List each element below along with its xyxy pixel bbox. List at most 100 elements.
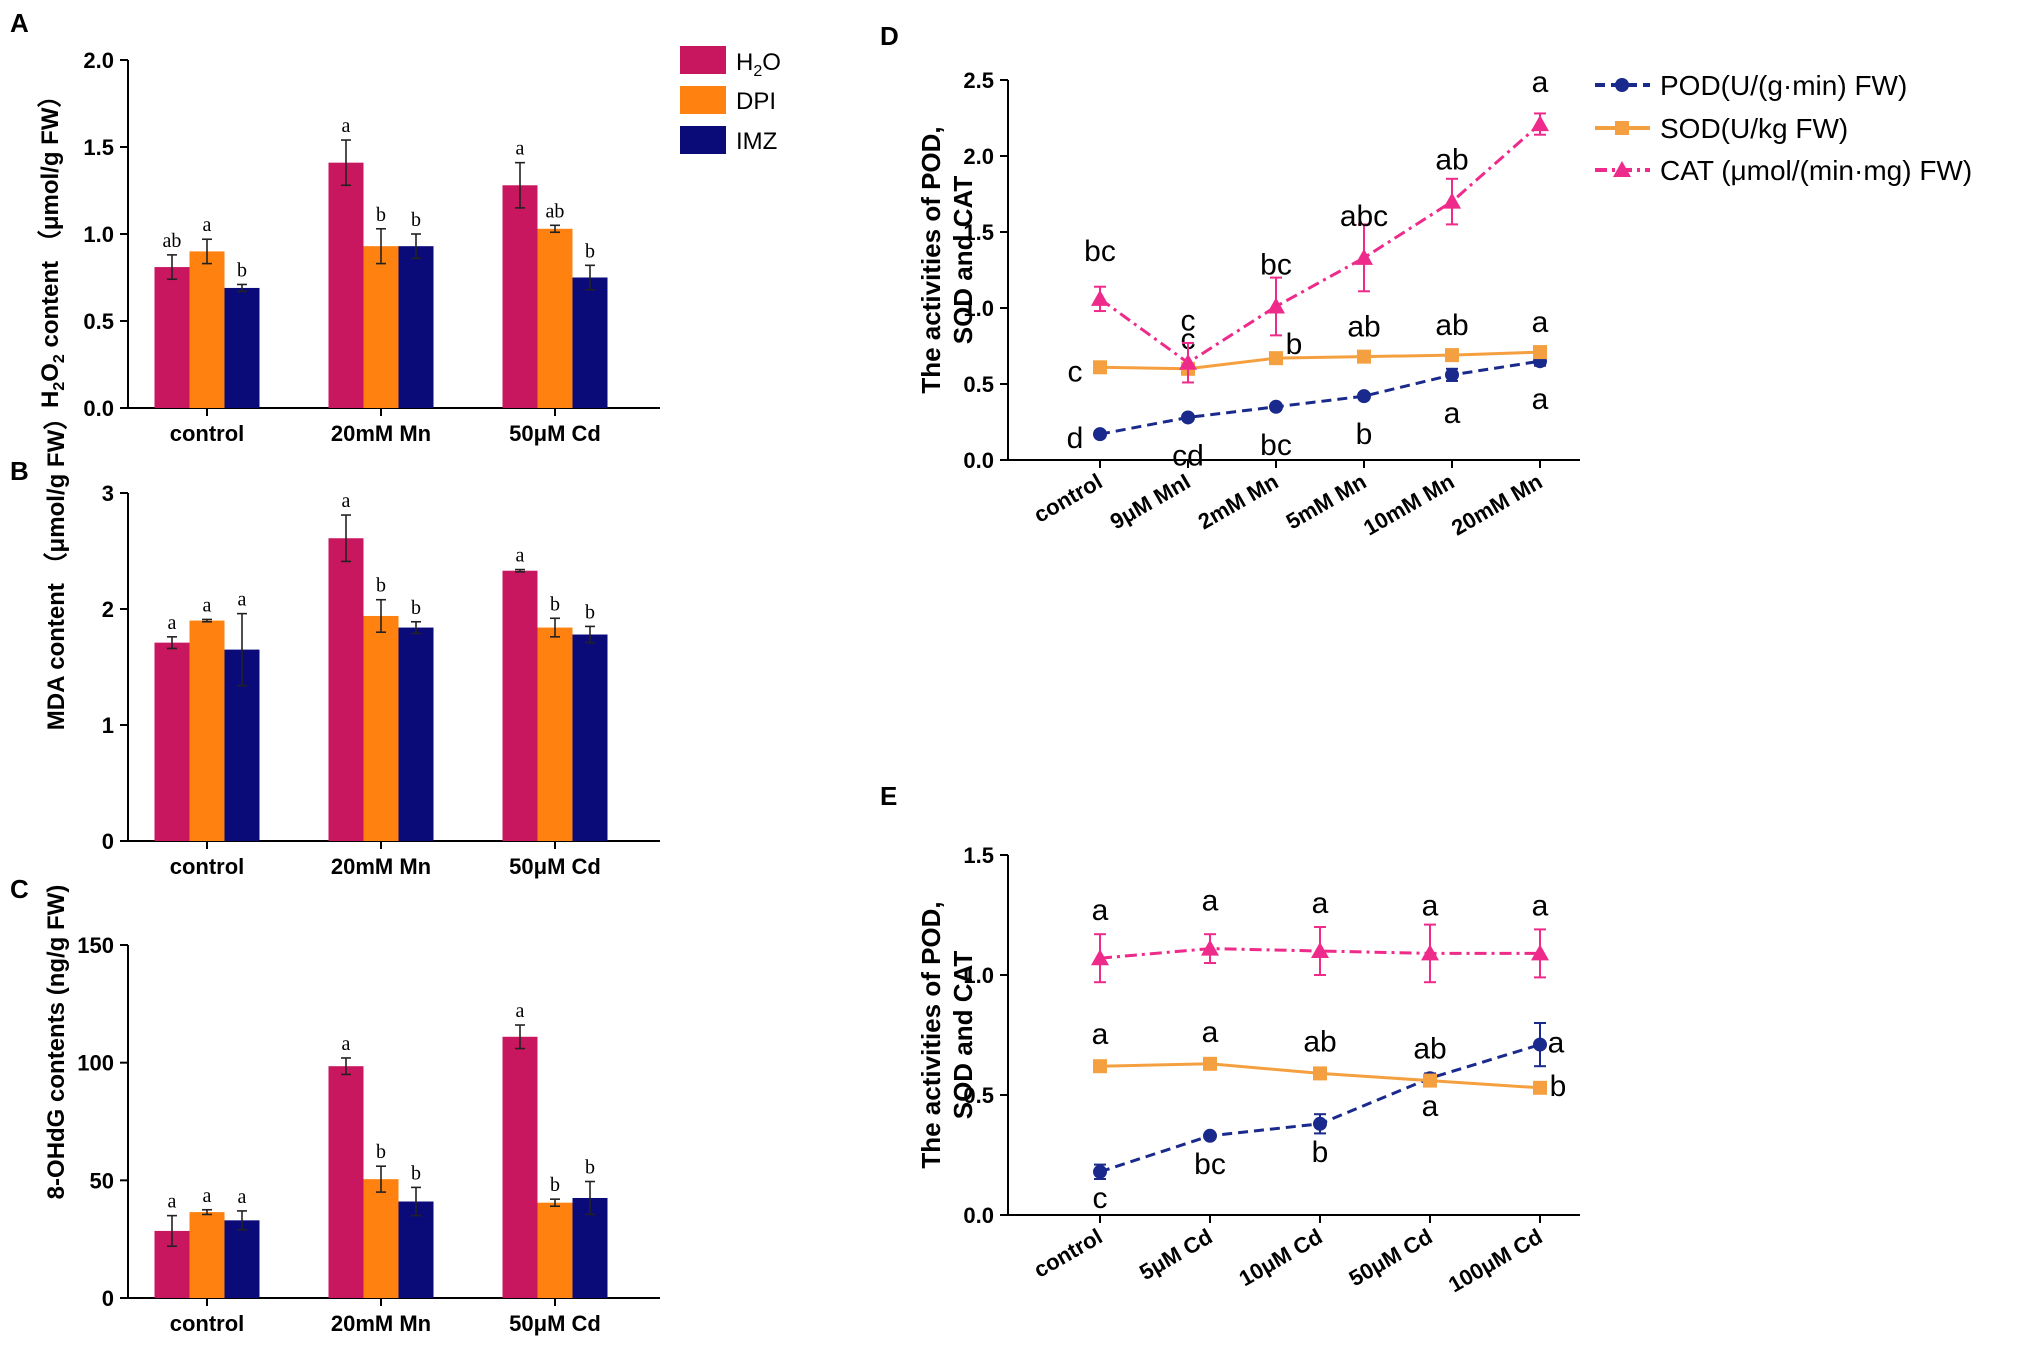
legend-marker-pod	[1615, 78, 1629, 92]
significance-letter: a	[168, 1191, 177, 1213]
significance-letter: b	[550, 1174, 560, 1196]
data-point-cat	[1421, 944, 1439, 961]
data-point-sod	[1357, 349, 1371, 364]
significance-letter: b	[376, 204, 386, 226]
significance-letter: a	[1532, 306, 1549, 339]
significance-letter: b	[1286, 328, 1303, 361]
data-point-pod	[1093, 427, 1107, 442]
legend-de: POD(U/(g·min) FW) SOD(U/kg FW) CAT (μmol…	[1595, 70, 1972, 186]
line-chart-d: 0.0 0.5 1.0 1.5 2.0 2.5 control 9μM MnI 2mM Mn 5m…	[963, 66, 1580, 540]
significance-letter: a	[1532, 66, 1549, 99]
x-tick-label: 20mM Mn	[331, 854, 431, 879]
bar-h2o	[154, 267, 190, 408]
x-tick-label: 100μM Cd	[1444, 1224, 1547, 1298]
y-tick-label: 0.5	[963, 1083, 994, 1108]
y-tick-label: 1.5	[83, 135, 114, 160]
series-line-sod	[1099, 350, 1541, 371]
x-tick-label: control	[1029, 469, 1106, 528]
y-tick-label: 1.5	[963, 843, 994, 868]
bar-imz	[398, 246, 434, 408]
bar-h2o	[328, 1066, 364, 1298]
data-point-sod	[1203, 1056, 1217, 1071]
significance-letter: b	[1550, 1070, 1567, 1103]
significance-letter: a	[516, 1000, 525, 1022]
y-tick-label: 0.0	[83, 396, 114, 421]
bar-dpi	[363, 246, 399, 408]
data-point-cat	[1267, 297, 1285, 314]
panel-label-b: B	[10, 456, 29, 486]
significance-letter: ab	[1435, 144, 1468, 177]
x-tick-label: 20mM Mn	[331, 1311, 431, 1336]
bar-chart-b: 0 1 2 3 control a a a 20mM Mn a b b 50μM Cd a b b	[102, 481, 660, 879]
y-tick-label: 0	[102, 829, 114, 854]
significance-letter: bc	[1084, 235, 1116, 268]
panel-label-d: D	[880, 21, 899, 51]
bar-dpi	[537, 1202, 573, 1298]
data-point-cat	[1443, 192, 1461, 209]
significance-letter: a	[1092, 894, 1109, 927]
significance-letter: a	[516, 545, 525, 567]
legend-label-cat: CAT (μmol/(min·mg) FW)	[1660, 155, 1972, 186]
x-tick-label: 50μM Cd	[509, 421, 601, 446]
significance-letter: c	[1181, 305, 1196, 338]
data-point-cat	[1201, 939, 1219, 956]
significance-letter: ab	[546, 200, 565, 222]
data-point-pod	[1357, 389, 1371, 404]
bar-imz	[398, 627, 434, 841]
x-tick-label: 10μM Cd	[1235, 1224, 1327, 1292]
significance-letter: b	[237, 259, 247, 281]
y-tick-label: 2.5	[963, 68, 994, 93]
significance-letter: b	[376, 575, 386, 597]
bar-h2o	[328, 538, 364, 841]
significance-letter: a	[1532, 383, 1549, 416]
significance-letter: a	[168, 612, 177, 634]
significance-letter: b	[411, 597, 421, 619]
bar-imz	[224, 1220, 260, 1298]
y-tick-label: 50	[90, 1168, 114, 1193]
significance-letter: a	[238, 589, 247, 611]
data-point-pod	[1445, 367, 1459, 382]
data-point-cat	[1531, 115, 1549, 132]
y-tick-label: 1.0	[963, 963, 994, 988]
y-tick-label: 1.0	[963, 296, 994, 321]
significance-letter: a	[1312, 887, 1329, 920]
significance-letter: a	[1444, 397, 1461, 430]
y-axis-title-d-line2: SOD and CAT	[948, 176, 978, 345]
data-point-pod	[1533, 1037, 1547, 1052]
x-tick-label: 5mM Mn	[1282, 469, 1371, 535]
y-tick-label: 0	[102, 1286, 114, 1311]
significance-letter: a	[238, 1186, 247, 1208]
y-tick-label: 1	[102, 713, 114, 738]
y-tick-label: 0.5	[83, 309, 114, 334]
significance-letter: a	[1092, 1018, 1109, 1051]
significance-letter: abc	[1340, 200, 1388, 233]
significance-letter: b	[411, 1162, 421, 1184]
significance-letter: b	[550, 593, 560, 615]
significance-letter: a	[1422, 1090, 1439, 1123]
significance-letter: a	[1202, 885, 1219, 918]
y-axis-title-d-line1: The activities of POD,	[916, 126, 946, 393]
y-tick-label: 0.0	[963, 1203, 994, 1228]
y-axis-title-c: 8-OHdG contents (ng/g FW)	[43, 885, 70, 1200]
bar-h2o	[154, 642, 190, 841]
bar-h2o	[502, 1036, 538, 1298]
significance-letter: b	[585, 240, 595, 262]
significance-letter: a	[516, 138, 525, 160]
data-point-sod	[1093, 360, 1107, 375]
data-point-pod	[1313, 1116, 1327, 1131]
x-tick-label: 20mM Mn	[1447, 469, 1546, 541]
legend-label-dpi: DPI	[736, 88, 776, 115]
significance-letter: bc	[1260, 248, 1292, 281]
series-line-cat	[1099, 122, 1541, 365]
significance-letter: b	[585, 601, 595, 623]
significance-letter: ab	[163, 230, 182, 252]
significance-letter: cd	[1172, 439, 1204, 472]
significance-letter: a	[1422, 889, 1439, 922]
y-tick-label: 1.5	[963, 220, 994, 245]
bar-h2o	[328, 162, 364, 408]
x-tick-label: control	[1029, 1224, 1106, 1283]
x-tick-label: 20mM Mn	[331, 421, 431, 446]
data-point-pod	[1269, 399, 1283, 414]
